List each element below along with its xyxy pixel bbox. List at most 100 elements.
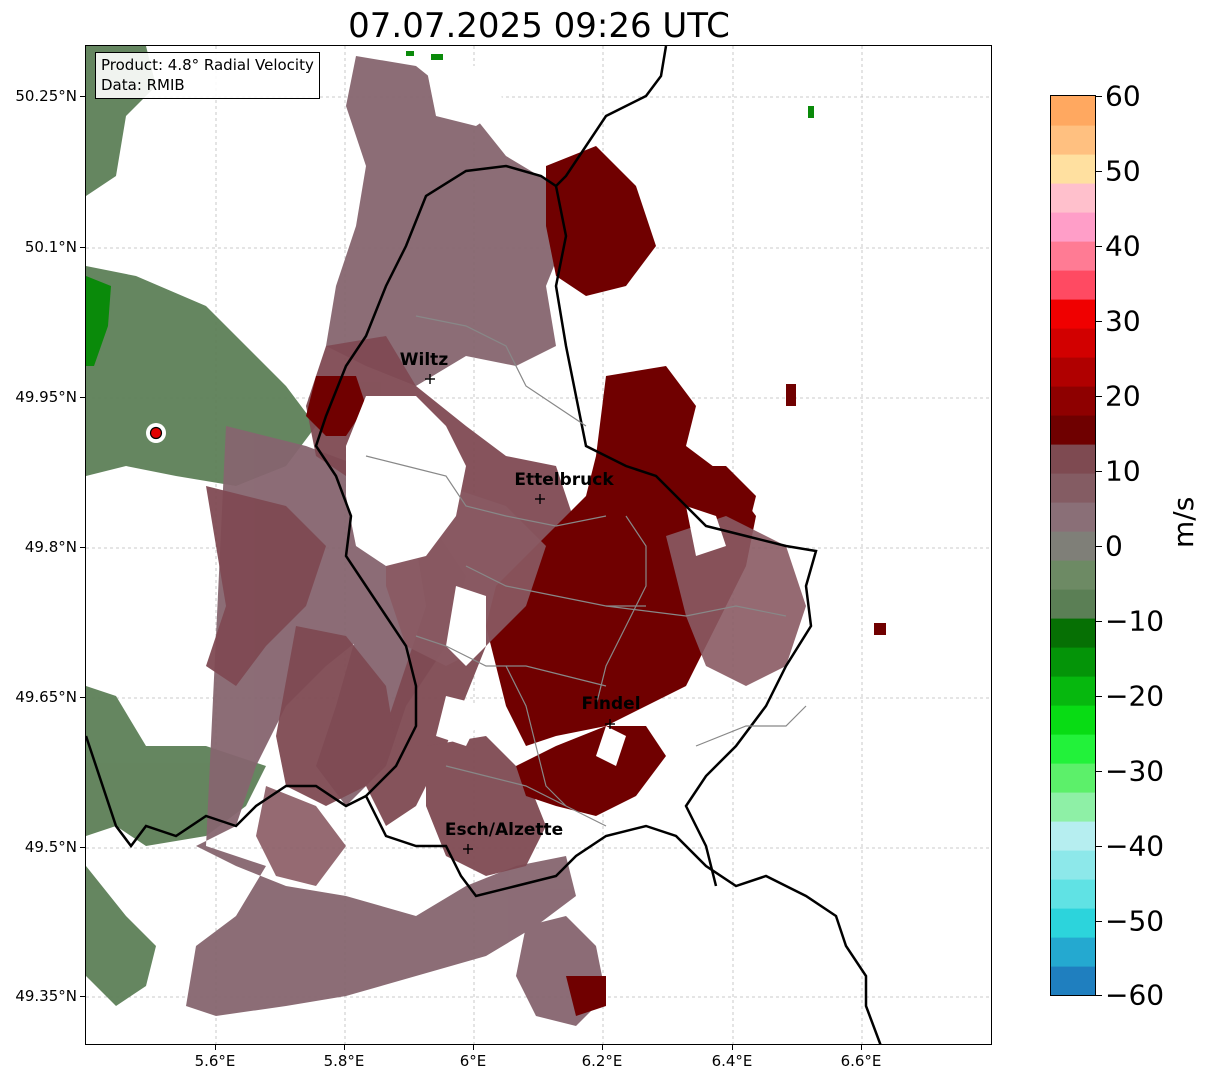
colorbar-label: 40 (1105, 229, 1141, 263)
colorbar-step (1051, 386, 1095, 416)
lat-label: 49.5°N (24, 838, 77, 856)
city-label-findel: Findel (581, 694, 641, 714)
lat-label: 49.8°N (24, 538, 77, 556)
radar-site-marker (146, 423, 166, 443)
colorbar-step (1051, 937, 1095, 967)
colorbar-step (1051, 734, 1095, 764)
colorbar-step (1051, 676, 1095, 706)
colorbar-tick (1096, 246, 1102, 247)
colorbar-step (1051, 763, 1095, 793)
colorbar-step (1051, 125, 1095, 155)
colorbar-step (1051, 241, 1095, 271)
colorbar-step (1051, 154, 1095, 184)
colorbar-step (1051, 328, 1095, 358)
lon-tick (602, 1045, 603, 1050)
lat-tick (80, 96, 85, 97)
colorbar-tick (1096, 995, 1102, 996)
colorbar-tick (1096, 696, 1102, 697)
lat-tick (80, 547, 85, 548)
lat-tick (80, 697, 85, 698)
colorbar-step (1051, 850, 1095, 880)
colorbar-step (1051, 531, 1095, 561)
colorbar-tick (1096, 96, 1102, 97)
colorbar-tick (1096, 846, 1102, 847)
colorbar-step (1051, 502, 1095, 532)
colorbar-step (1051, 444, 1095, 474)
city-label-esch-alzette: Esch/Alzette (444, 820, 564, 840)
colorbar-label: 60 (1105, 79, 1141, 113)
colorbar-step (1051, 589, 1095, 619)
lat-label: 50.1°N (24, 238, 77, 256)
colorbar-label: 30 (1105, 304, 1141, 338)
colorbar-tick (1096, 471, 1102, 472)
colorbar-step (1051, 96, 1095, 126)
city-markers (425, 374, 615, 854)
colorbar-step (1051, 560, 1095, 590)
colorbar-step (1051, 415, 1095, 445)
lat-tick (80, 847, 85, 848)
colorbar-label: −30 (1105, 754, 1165, 788)
colorbar-tick (1096, 621, 1102, 622)
city-label-ettelbruck: Ettelbruck (514, 470, 614, 490)
national-borders (86, 46, 882, 1044)
product-info-box: Product: 4.8° Radial Velocity Data: RMIB (95, 52, 320, 99)
lon-label: 6°E (459, 1052, 487, 1070)
lat-label: 49.65°N (15, 688, 77, 706)
colorbar-label: −20 (1105, 679, 1165, 713)
colorbar-label: 20 (1105, 379, 1141, 413)
lon-label: 6.2°E (581, 1052, 623, 1070)
lat-tick (80, 996, 85, 997)
colorbar-label: −40 (1105, 829, 1165, 863)
lon-label: 5.6°E (194, 1052, 236, 1070)
lon-tick (473, 1045, 474, 1050)
velocity-field-receding-strong (306, 146, 886, 1016)
colorbar-step (1051, 212, 1095, 242)
city-label-wiltz: Wiltz (399, 350, 449, 370)
colorbar-tick (1096, 171, 1102, 172)
lon-label: 5.8°E (323, 1052, 365, 1070)
data-source-label: Data: RMIB (101, 76, 185, 94)
colorbar-tick (1096, 321, 1102, 322)
colorbar-label: −60 (1105, 978, 1165, 1012)
lon-label: 6.4°E (711, 1052, 753, 1070)
colorbar-label: 50 (1105, 154, 1141, 188)
colorbar-label: 0 (1105, 529, 1123, 563)
lat-tick (80, 397, 85, 398)
lat-tick (80, 247, 85, 248)
colorbar-step (1051, 473, 1095, 503)
velocity-field-receding-light (256, 486, 806, 886)
colorbar-step (1051, 966, 1095, 995)
colorbar-tick (1096, 771, 1102, 772)
velocity-field-approaching-strong (86, 51, 814, 366)
colorbar-tick (1096, 396, 1102, 397)
colorbar-step (1051, 821, 1095, 851)
colorbar-step (1051, 908, 1095, 938)
radar-map-canvas (86, 46, 991, 1044)
colorbar-tick (1096, 921, 1102, 922)
colorbar-label: −10 (1105, 604, 1165, 638)
lon-tick (344, 1045, 345, 1050)
colorbar-step (1051, 299, 1095, 329)
district-borders (365, 315, 807, 827)
colorbar-step (1051, 183, 1095, 213)
lon-label: 6.6°E (840, 1052, 882, 1070)
colorbar-label: −50 (1105, 904, 1165, 938)
lon-tick (215, 1045, 216, 1050)
lon-tick (732, 1045, 733, 1050)
product-label: Product: 4.8° Radial Velocity (101, 56, 314, 74)
colorbar-step (1051, 618, 1095, 648)
colorbar-step (1051, 705, 1095, 735)
colorbar-tick (1096, 546, 1102, 547)
colorbar-step (1051, 357, 1095, 387)
colorbar-step (1051, 647, 1095, 677)
colorbar-step (1051, 792, 1095, 822)
map-title: 07.07.2025 09:26 UTC (348, 6, 730, 46)
clear-areas (346, 66, 726, 766)
lat-label: 49.95°N (15, 388, 77, 406)
lat-label: 50.25°N (15, 87, 77, 105)
colorbar-step (1051, 270, 1095, 300)
lon-tick (861, 1045, 862, 1050)
colorbar-step (1051, 879, 1095, 909)
radar-map[interactable] (85, 45, 992, 1045)
colorbar-unit-label: m/s (1167, 496, 1200, 548)
